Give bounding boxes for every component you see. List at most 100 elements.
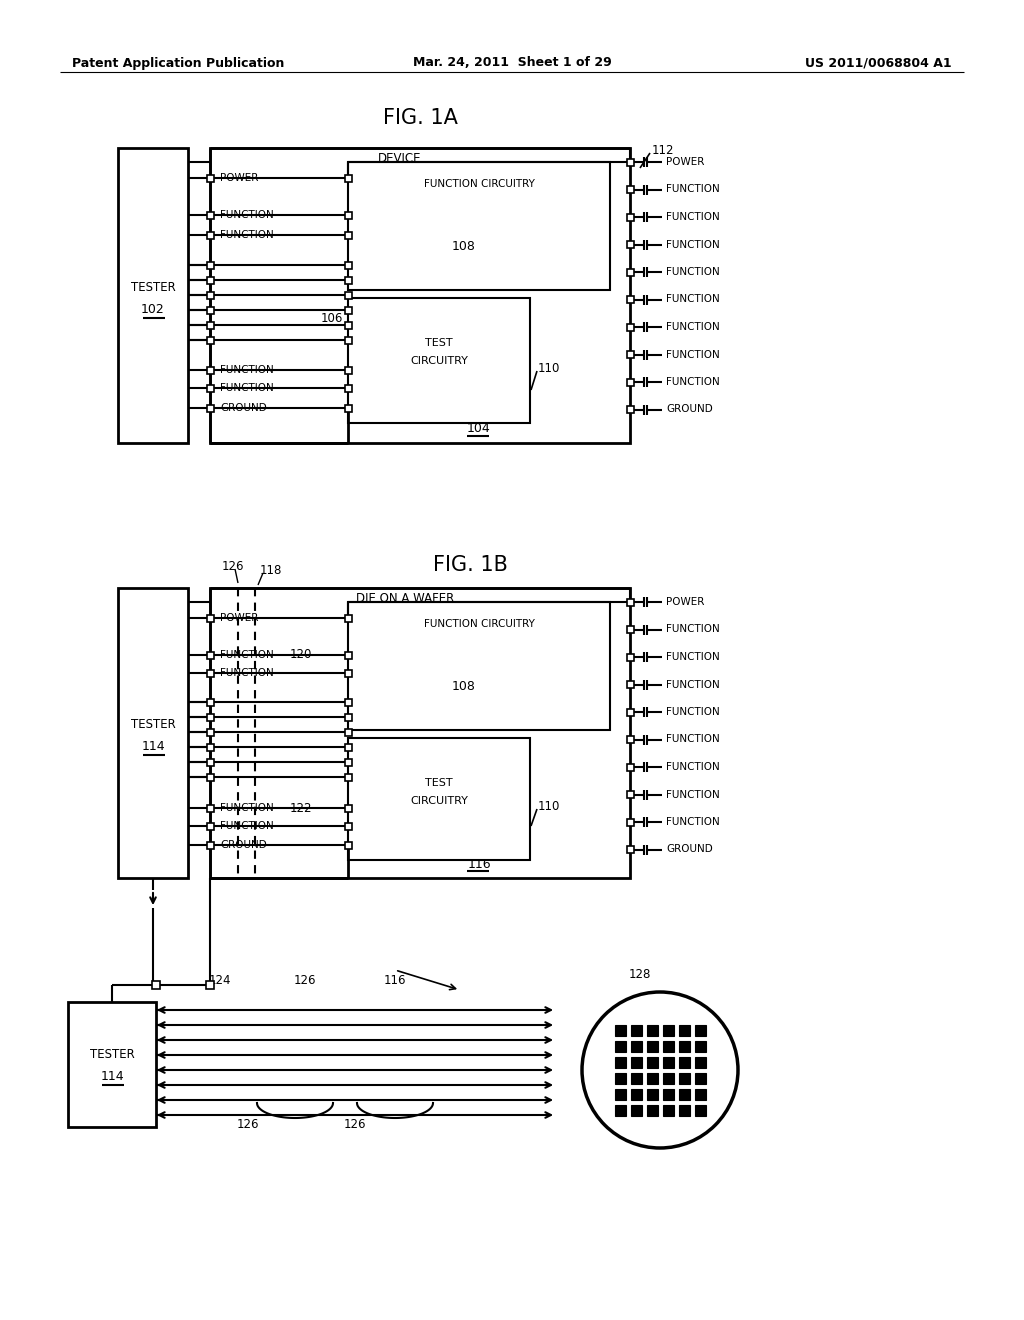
Bar [344, 404, 351, 412]
Bar [344, 698, 351, 705]
Bar [631, 1072, 641, 1084]
Text: 126: 126 [344, 1118, 367, 1131]
Text: 118: 118 [260, 564, 283, 577]
Bar [679, 1040, 689, 1052]
Text: 102: 102 [141, 304, 165, 315]
Bar [646, 1040, 657, 1052]
Text: FUNCTION CIRCUITRY: FUNCTION CIRCUITRY [424, 180, 535, 189]
Bar [627, 351, 634, 358]
Bar [614, 1089, 626, 1100]
Text: GROUND: GROUND [666, 845, 713, 854]
Bar [344, 174, 351, 181]
Bar [344, 306, 351, 314]
Text: 108: 108 [452, 240, 476, 253]
Text: FUNCTION: FUNCTION [220, 366, 273, 375]
Bar [344, 261, 351, 268]
Bar [206, 981, 214, 989]
Bar [694, 1040, 706, 1052]
Text: 124: 124 [209, 974, 231, 986]
Bar [207, 292, 213, 298]
Bar [663, 1040, 674, 1052]
Text: 122: 122 [290, 801, 312, 814]
Text: 128: 128 [629, 969, 651, 982]
Bar [663, 1105, 674, 1115]
Text: 114: 114 [141, 741, 165, 754]
Bar [679, 1105, 689, 1115]
Bar [348, 602, 610, 730]
Text: FUNCTION: FUNCTION [220, 383, 273, 393]
Bar [207, 615, 213, 622]
Text: 104: 104 [467, 422, 490, 436]
Bar [207, 337, 213, 343]
Bar [344, 211, 351, 219]
Text: FUNCTION: FUNCTION [666, 239, 720, 249]
Bar [694, 1089, 706, 1100]
Bar [207, 174, 213, 181]
Text: TEST: TEST [425, 338, 453, 348]
Bar [207, 842, 213, 849]
Text: 120: 120 [290, 648, 312, 661]
Text: FUNCTION: FUNCTION [220, 803, 273, 813]
Bar [614, 1024, 626, 1035]
Text: FUNCTION: FUNCTION [666, 378, 720, 387]
Bar [631, 1105, 641, 1115]
Text: CIRCUITRY: CIRCUITRY [410, 356, 468, 366]
Text: FUNCTION: FUNCTION [666, 294, 720, 305]
Text: FIG. 1A: FIG. 1A [383, 108, 458, 128]
Bar [207, 669, 213, 676]
Bar [344, 669, 351, 676]
Bar [614, 1072, 626, 1084]
Bar [207, 231, 213, 239]
Bar [631, 1024, 641, 1035]
Bar [627, 653, 634, 660]
Bar [344, 842, 351, 849]
Bar [207, 276, 213, 284]
Text: FUNCTION: FUNCTION [666, 789, 720, 800]
Bar [344, 384, 351, 392]
Bar [348, 298, 530, 422]
Bar [627, 818, 634, 825]
Bar [646, 1056, 657, 1068]
Bar [631, 1040, 641, 1052]
Text: 110: 110 [538, 362, 560, 375]
Text: FUNCTION: FUNCTION [666, 762, 720, 772]
Bar [68, 1002, 156, 1127]
Text: FUNCTION: FUNCTION [666, 680, 720, 689]
Text: FUNCTION: FUNCTION [666, 267, 720, 277]
Text: POWER: POWER [220, 173, 258, 183]
Bar [344, 367, 351, 374]
Bar [663, 1072, 674, 1084]
Bar [344, 759, 351, 766]
Bar [679, 1056, 689, 1068]
Bar [207, 261, 213, 268]
Text: Patent Application Publication: Patent Application Publication [72, 57, 285, 70]
Bar [207, 384, 213, 392]
Bar [694, 1072, 706, 1084]
Bar [631, 1056, 641, 1068]
Bar [207, 714, 213, 721]
Bar [207, 652, 213, 659]
Text: FUNCTION: FUNCTION [666, 350, 720, 359]
Bar [207, 729, 213, 735]
Bar [210, 148, 630, 444]
Text: FUNCTION: FUNCTION [220, 210, 273, 220]
Text: GROUND: GROUND [220, 403, 266, 413]
Bar [207, 322, 213, 329]
Text: TESTER: TESTER [131, 281, 175, 294]
Bar [344, 337, 351, 343]
Bar [614, 1105, 626, 1115]
Bar [348, 738, 530, 861]
Bar [344, 774, 351, 780]
Bar [627, 214, 634, 220]
Bar [679, 1072, 689, 1084]
Text: FUNCTION: FUNCTION [666, 734, 720, 744]
Bar [627, 268, 634, 276]
Bar [646, 1089, 657, 1100]
Text: DIE ON A WAFER: DIE ON A WAFER [356, 591, 454, 605]
Text: FUNCTION: FUNCTION [220, 649, 273, 660]
Text: FUNCTION: FUNCTION [220, 821, 273, 832]
Bar [627, 763, 634, 771]
Bar [207, 698, 213, 705]
Bar [207, 774, 213, 780]
Bar [344, 804, 351, 812]
